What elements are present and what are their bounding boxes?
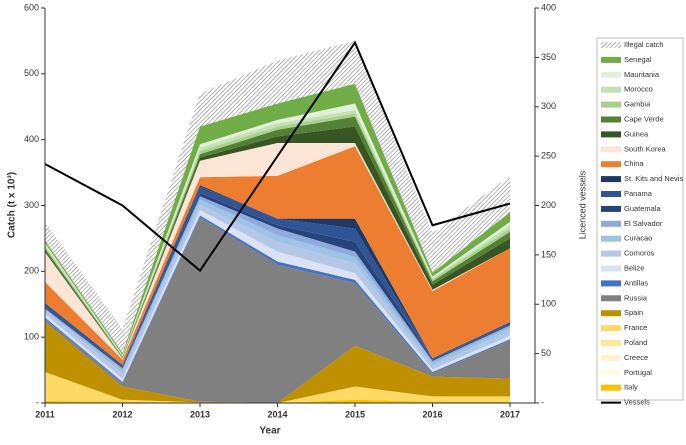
legend-swatch bbox=[601, 310, 621, 317]
legend-swatch bbox=[601, 191, 621, 197]
area bbox=[45, 322, 510, 403]
y-axis-title: Catch (t x 10³) bbox=[7, 172, 18, 238]
y2-tick-label: 300 bbox=[541, 101, 556, 111]
legend-label: Guinea bbox=[624, 129, 649, 138]
legend-label: Vessels bbox=[624, 398, 650, 407]
legend-swatch bbox=[601, 161, 621, 168]
legend-swatch bbox=[601, 101, 621, 108]
legend-swatch bbox=[601, 176, 621, 183]
x-tick-label: 2011 bbox=[35, 409, 55, 419]
y2-tick-label: 150 bbox=[541, 249, 556, 259]
y-tick-label: 200 bbox=[24, 266, 39, 276]
y2-tick-label: 200 bbox=[541, 200, 556, 210]
y-tick-label: - bbox=[36, 397, 39, 407]
legend-label: Panama bbox=[624, 189, 653, 198]
x-tick-label: 2016 bbox=[422, 409, 442, 419]
line bbox=[44, 40, 511, 273]
legend-swatch bbox=[601, 265, 621, 272]
y2-tick-label: 100 bbox=[541, 299, 556, 309]
x-tick-label: 2015 bbox=[345, 409, 365, 419]
legend-label: Cape Verde bbox=[624, 114, 664, 123]
legend-swatch bbox=[601, 205, 621, 212]
legend-swatch bbox=[601, 220, 621, 227]
y2-tick-label: 50 bbox=[541, 348, 551, 358]
legend-swatch bbox=[601, 71, 621, 78]
legend-label: Spain bbox=[624, 308, 643, 317]
legend-swatch bbox=[601, 146, 621, 153]
legend-label: South Korea bbox=[624, 144, 667, 153]
legend-label: Russia bbox=[624, 293, 648, 302]
legend-label: Portugal bbox=[624, 368, 652, 377]
y-tick-label: 100 bbox=[24, 332, 39, 342]
legend-swatch bbox=[601, 295, 621, 302]
legend-label: Italy bbox=[624, 383, 638, 392]
legend-label: El Salvador bbox=[624, 219, 663, 228]
y-tick-label: 600 bbox=[24, 2, 39, 12]
area bbox=[45, 192, 510, 369]
legend-swatch bbox=[601, 116, 621, 123]
legend-label: Guatemala bbox=[624, 204, 662, 213]
y-tick-label: 300 bbox=[24, 200, 39, 210]
area bbox=[45, 146, 510, 365]
y-tick-label: 400 bbox=[24, 134, 39, 144]
area bbox=[45, 217, 510, 403]
legend-swatch bbox=[601, 131, 621, 138]
area bbox=[45, 372, 510, 403]
legend-label: Antillas bbox=[624, 278, 648, 287]
area bbox=[45, 186, 510, 367]
legend-swatch bbox=[601, 250, 621, 257]
legend-swatch bbox=[601, 56, 621, 63]
legend-label: Mauritania bbox=[624, 70, 660, 79]
x-tick-label: 2014 bbox=[267, 409, 287, 419]
legend-label: Illegal catch bbox=[624, 40, 664, 49]
y2-tick-label: 350 bbox=[541, 52, 556, 62]
y2-tick-label: 400 bbox=[541, 2, 556, 12]
legend-label: Poland bbox=[624, 338, 647, 347]
y2-tick-label: 250 bbox=[541, 151, 556, 161]
legend-swatch bbox=[601, 354, 621, 361]
x-tick-label: 2017 bbox=[500, 409, 520, 419]
legend-label: France bbox=[624, 323, 647, 332]
legend-label: St. Kits and Nevis bbox=[624, 174, 683, 183]
x-tick-label: 2012 bbox=[112, 409, 132, 419]
area bbox=[45, 196, 510, 371]
y2-tick-label: - bbox=[541, 397, 544, 407]
legend-box bbox=[596, 37, 684, 401]
legend-swatch bbox=[601, 86, 621, 93]
y-tick-label: 500 bbox=[24, 68, 39, 78]
legend-swatch bbox=[601, 384, 621, 391]
x-axis-title: Year bbox=[259, 426, 280, 437]
area bbox=[45, 40, 510, 353]
legend-label: Senegal bbox=[624, 55, 652, 64]
legend-label: Comoros bbox=[624, 249, 655, 258]
legend-swatch bbox=[601, 280, 621, 287]
legend-label: China bbox=[624, 159, 644, 168]
legend-swatch bbox=[601, 235, 621, 242]
legend-swatch bbox=[601, 340, 621, 346]
y2-axis-title: Licenced vessels bbox=[577, 170, 587, 239]
legend-label: Curacao bbox=[624, 234, 652, 243]
legend-swatch bbox=[601, 42, 621, 48]
legend-swatch bbox=[601, 369, 621, 376]
legend-label: Belize bbox=[624, 263, 644, 272]
x-tick-label: 2013 bbox=[190, 409, 210, 419]
legend-swatch bbox=[601, 325, 621, 332]
legend-label: Creece bbox=[624, 353, 648, 362]
legend-label: Gambia bbox=[624, 100, 651, 109]
legend-label: Morocco bbox=[624, 85, 653, 94]
area bbox=[45, 399, 510, 403]
